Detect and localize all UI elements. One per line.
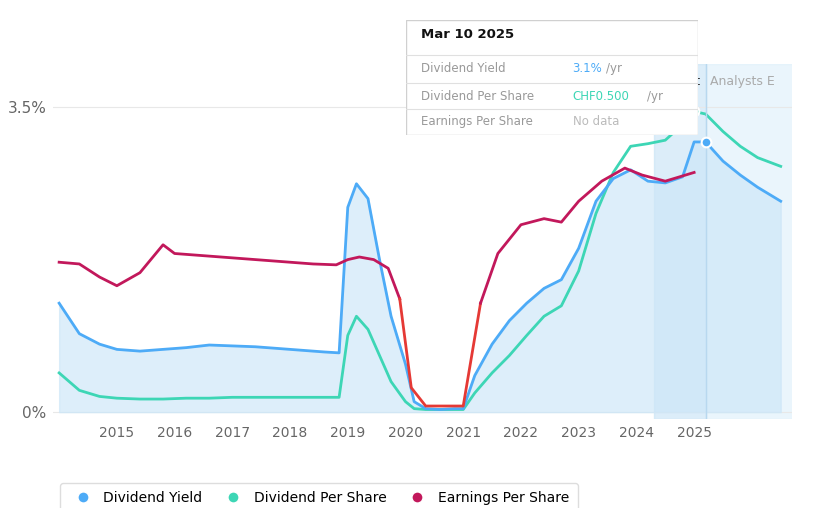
Text: Analysts E: Analysts E xyxy=(710,75,775,88)
Legend: Dividend Yield, Dividend Per Share, Earnings Per Share: Dividend Yield, Dividend Per Share, Earn… xyxy=(60,483,578,508)
Bar xyxy=(706,64,821,419)
Text: Dividend Per Share: Dividend Per Share xyxy=(421,90,534,103)
Bar xyxy=(654,64,706,419)
Text: Past: Past xyxy=(675,75,701,88)
Text: 3.1%: 3.1% xyxy=(572,62,603,75)
Text: Mar 10 2025: Mar 10 2025 xyxy=(421,28,514,41)
Text: Earnings Per Share: Earnings Per Share xyxy=(421,115,533,128)
Text: CHF0.500: CHF0.500 xyxy=(572,90,630,103)
Text: /yr: /yr xyxy=(606,62,622,75)
Text: No data: No data xyxy=(572,115,619,128)
Text: /yr: /yr xyxy=(647,90,663,103)
Text: Dividend Yield: Dividend Yield xyxy=(421,62,506,75)
FancyBboxPatch shape xyxy=(406,20,698,135)
